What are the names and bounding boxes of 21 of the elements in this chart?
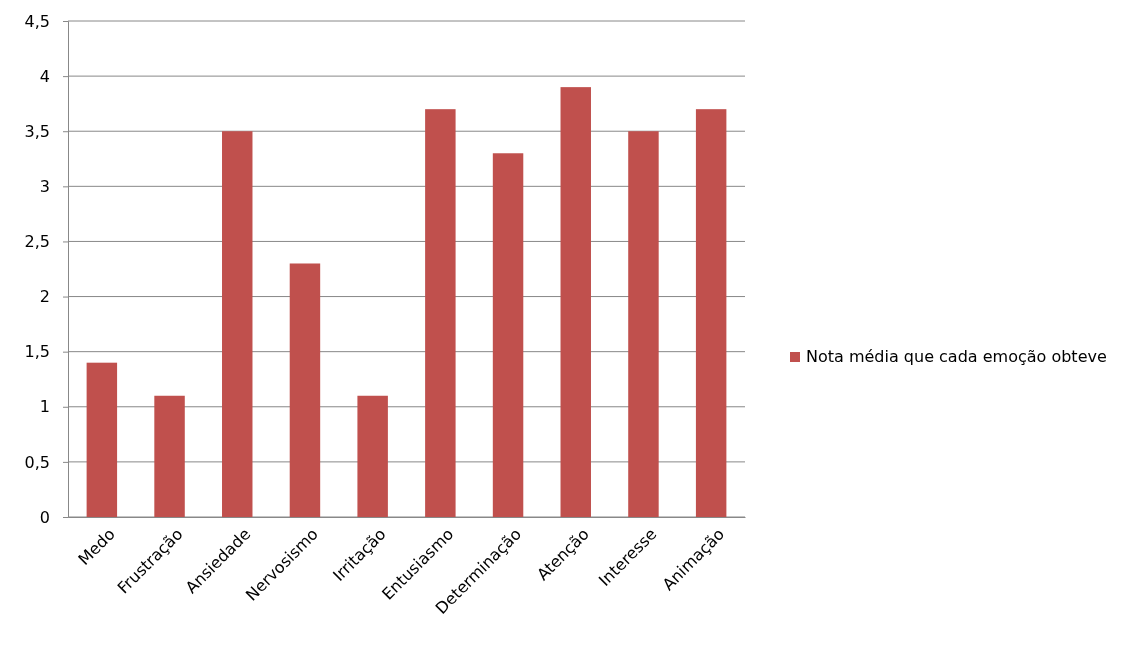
y-tick-label: 4,5	[24, 11, 50, 31]
bar	[222, 131, 253, 517]
bar	[154, 395, 185, 517]
bar	[492, 153, 524, 517]
y-tick-label: 1	[39, 397, 50, 417]
bar	[289, 263, 321, 517]
bar	[425, 109, 456, 517]
y-tick-label: 2,5	[24, 232, 50, 252]
y-tick-label: 3,5	[24, 121, 50, 141]
bar	[86, 362, 118, 517]
legend-label: Nota média que cada emoção obteve	[806, 347, 1107, 366]
y-tick-label: 3	[39, 176, 50, 196]
y-tick-label: 2	[39, 287, 50, 307]
y-tick-label: 0	[39, 507, 50, 527]
bar	[560, 87, 591, 517]
bar	[357, 395, 388, 517]
y-tick-label: 4	[39, 66, 50, 86]
bar	[695, 109, 727, 517]
y-tick-label: 1,5	[24, 342, 50, 362]
y-tick-label: 0,5	[24, 452, 50, 472]
bar	[628, 131, 659, 517]
